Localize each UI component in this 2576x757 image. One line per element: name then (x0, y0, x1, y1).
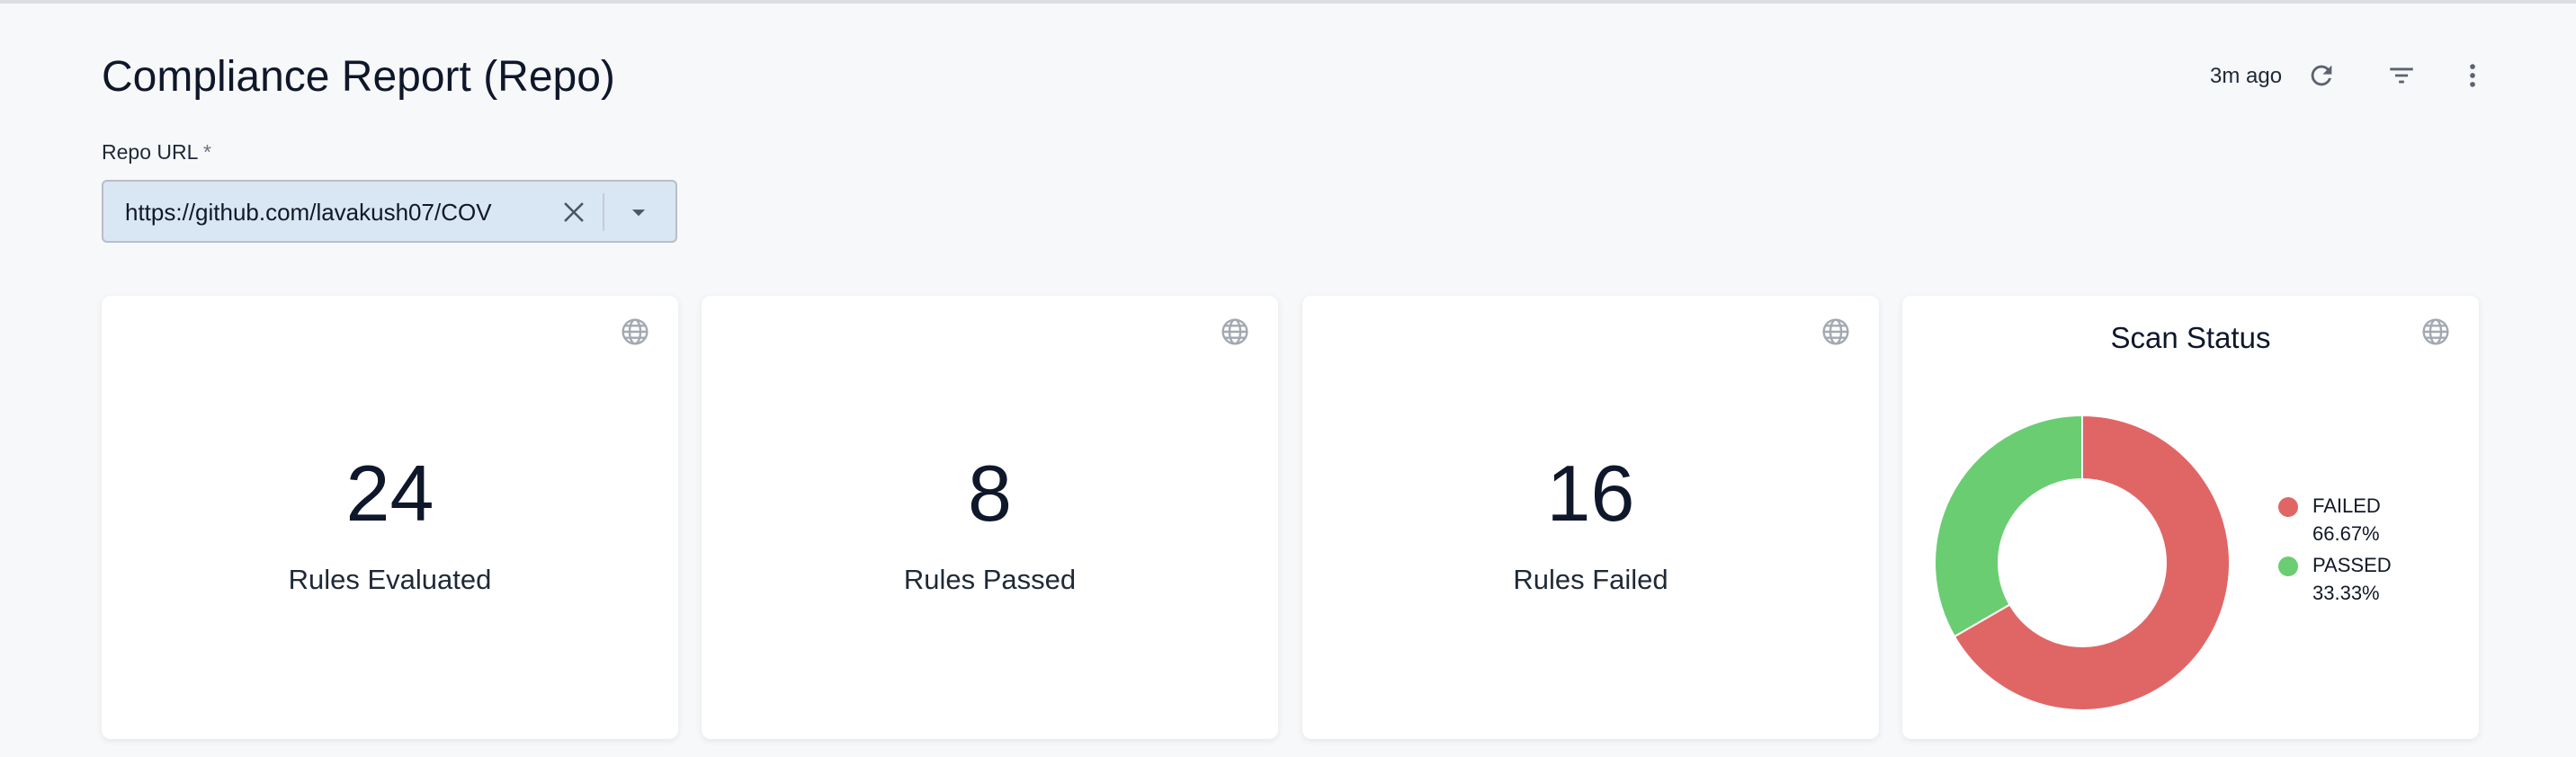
last-updated-text: 3m ago (2210, 64, 2283, 88)
globe-icon[interactable] (621, 317, 649, 346)
chart-title: Scan Status (2110, 321, 2271, 354)
clear-icon[interactable] (559, 197, 589, 227)
refresh-icon (2311, 65, 2332, 86)
filter-button[interactable] (2380, 54, 2423, 97)
filter-icon (2390, 67, 2413, 84)
legend-swatch (2278, 497, 2298, 517)
globe-icon[interactable] (1821, 317, 1850, 346)
repo-url-label-text: Repo URL (102, 140, 198, 164)
rules-failed-card: 16 Rules Failed (1302, 296, 1879, 739)
more-options-button[interactable] (2451, 54, 2494, 97)
legend-name: PASSED (2312, 554, 2392, 576)
required-mark: * (202, 140, 211, 164)
legend-item-failed[interactable]: FAILED 66.67% (2278, 492, 2392, 548)
chart-legend: FAILED 66.67% PASSED 33.33% (2278, 492, 2392, 610)
repo-url-value: https://github.com/lavakush07/COV (125, 199, 492, 226)
globe-icon[interactable] (2421, 317, 2450, 346)
legend-swatch (2278, 557, 2298, 576)
chevron-down-icon[interactable] (623, 197, 654, 227)
rules-failed-value: 16 (1546, 449, 1635, 538)
legend-percent: 33.33% (2312, 582, 2380, 604)
donut-chart (1934, 414, 2231, 711)
rules-passed-card: 8 Rules Passed (702, 296, 1278, 739)
rules-evaluated-card: 24 Rules Evaluated (102, 296, 678, 739)
repo-url-select[interactable]: https://github.com/lavakush07/COV (102, 180, 677, 243)
repo-url-label: Repo URL * (102, 138, 211, 165)
rules-failed-label: Rules Failed (1513, 564, 1668, 595)
page-title: Compliance Report (Repo) (102, 53, 615, 101)
donut-slice-failed[interactable] (1953, 414, 2231, 711)
select-divider (603, 193, 604, 231)
rules-passed-label: Rules Passed (903, 564, 1077, 595)
donut-slice-passed[interactable] (1934, 414, 2083, 638)
globe-icon[interactable] (1221, 317, 1249, 346)
legend-item-passed[interactable]: PASSED 33.33% (2278, 551, 2392, 607)
more-vert-icon (2470, 64, 2475, 87)
scan-status-card: Scan Status FAILED 66.67% PASSED 33.33% (1902, 296, 2479, 739)
rules-evaluated-value: 24 (345, 449, 434, 538)
refresh-button[interactable] (2300, 54, 2343, 97)
rules-passed-value: 8 (968, 449, 1012, 538)
rules-evaluated-label: Rules Evaluated (288, 564, 492, 595)
legend-name: FAILED (2312, 494, 2381, 517)
legend-percent: 66.67% (2312, 522, 2380, 545)
